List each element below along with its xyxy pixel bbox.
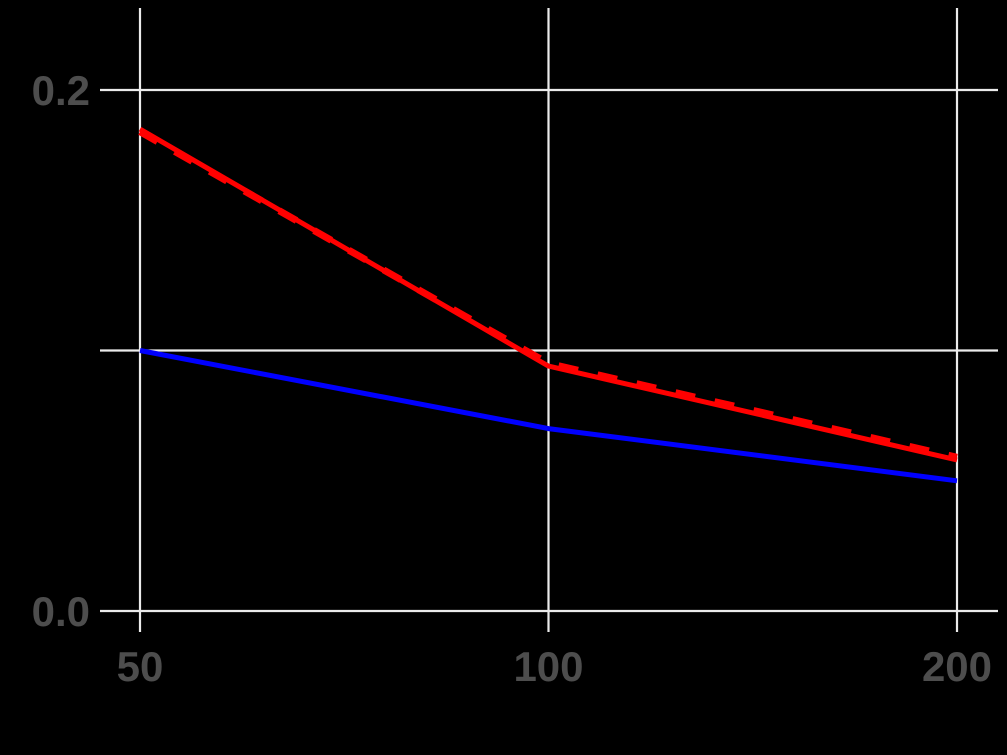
y-axis-tick-labels: 0.0 0.1 0.2 [32,67,90,635]
x-axis-tick-labels: 50 100 200 [117,643,992,690]
x-tick-label: 50 [117,643,164,690]
y-tick-label: 0.1 [32,328,90,375]
y-tick-label: 0.0 [32,588,90,635]
y-tick-label: 0.2 [32,67,90,114]
series-blue-solid [139,348,958,484]
x-tick-label: 100 [513,643,583,690]
series-red-solid [138,126,958,463]
x-tick-label: 200 [922,643,992,690]
gridlines [100,8,998,632]
series-lines [138,126,958,484]
